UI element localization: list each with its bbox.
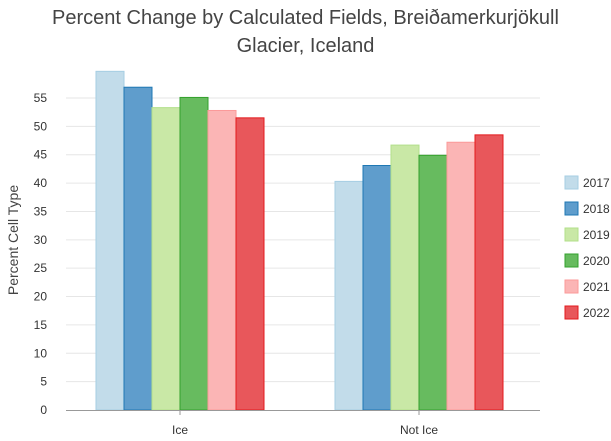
- bar-ice-2019[interactable]: [151, 107, 181, 411]
- legend-swatch-2017[interactable]: [564, 175, 579, 190]
- legend-swatch-2022[interactable]: [564, 305, 579, 320]
- bar-ice-2018[interactable]: [123, 86, 153, 411]
- y-tick-label: 10: [34, 346, 48, 360]
- bar-ice-2022[interactable]: [235, 117, 265, 411]
- bar-ice-2021[interactable]: [207, 109, 237, 411]
- y-tick-label: 25: [34, 261, 48, 275]
- bar-not-ice-2017[interactable]: [334, 180, 364, 411]
- y-tick-label: 55: [34, 91, 48, 105]
- bar-ice-2020[interactable]: [179, 96, 209, 411]
- legend[interactable]: 2017 2018 2019 2020 2021 2022: [564, 175, 610, 320]
- y-tick-label: 20: [34, 290, 48, 304]
- legend-label-2018[interactable]: 2018: [583, 202, 610, 216]
- chart-title: Percent Change by Calculated Fields, Bre…: [0, 4, 611, 60]
- y-tick-label: 45: [34, 148, 48, 162]
- chart-title-line-1: Percent Change by Calculated Fields, Bre…: [52, 7, 559, 29]
- bar-not-ice-2019[interactable]: [390, 144, 420, 411]
- legend-swatch-2020[interactable]: [564, 253, 579, 268]
- x-tick-label: Not Ice: [400, 423, 438, 437]
- y-tick-label: 50: [34, 119, 48, 133]
- y-tick-label: 30: [34, 233, 48, 247]
- chart-title-line-2: Glacier, Iceland: [236, 35, 375, 57]
- y-tick-label: 0: [40, 403, 47, 417]
- legend-swatch-2018[interactable]: [564, 201, 579, 216]
- legend-label-2017[interactable]: 2017: [583, 176, 610, 190]
- y-axis-title: Percent Cell Type: [5, 185, 21, 295]
- bar-not-ice-2020[interactable]: [418, 154, 448, 411]
- x-tick-label: Ice: [172, 423, 188, 437]
- legend-swatch-2021[interactable]: [564, 279, 579, 294]
- bar-ice-2017[interactable]: [95, 70, 125, 411]
- bar-not-ice-2021[interactable]: [446, 141, 476, 411]
- y-tick-label: 35: [34, 204, 48, 218]
- legend-swatch-2019[interactable]: [564, 227, 579, 242]
- bars: [95, 70, 504, 411]
- y-tick-label: 40: [34, 176, 48, 190]
- bar-not-ice-2018[interactable]: [362, 165, 392, 411]
- axes: 0 5 10 15 20 25 30 35 40 45 50 55 Ice Not Ice: [34, 91, 540, 437]
- legend-label-2019[interactable]: 2019: [583, 228, 610, 242]
- legend-label-2022[interactable]: 2022: [583, 306, 610, 320]
- legend-label-2021[interactable]: 2021: [583, 280, 610, 294]
- y-tick-label: 15: [34, 318, 48, 332]
- bar-not-ice-2022[interactable]: [474, 134, 504, 411]
- legend-label-2020[interactable]: 2020: [583, 254, 610, 268]
- y-tick-label: 5: [40, 375, 47, 389]
